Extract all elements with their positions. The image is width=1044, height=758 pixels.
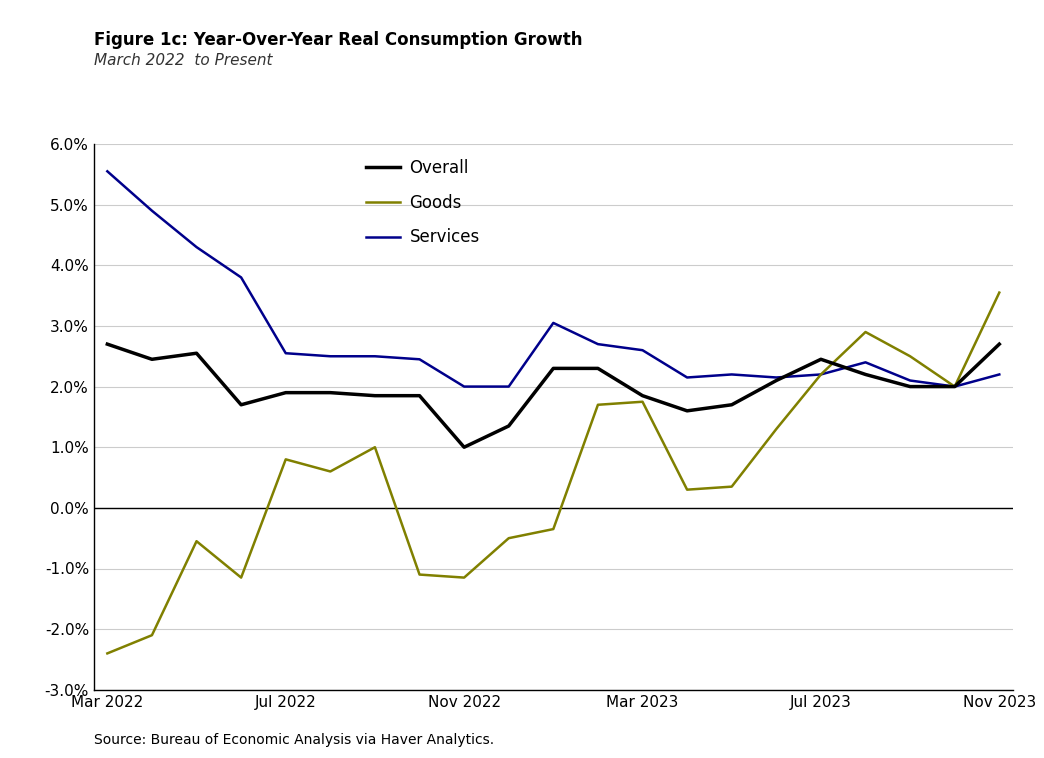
Line: Overall: Overall	[108, 344, 999, 447]
Overall	[235, 400, 247, 409]
Overall	[190, 349, 203, 358]
Goods	[993, 288, 1005, 297]
Services	[636, 346, 648, 355]
Services	[324, 352, 336, 361]
Goods	[280, 455, 292, 464]
Overall	[324, 388, 336, 397]
Legend: Overall, Goods, Services: Overall, Goods, Services	[359, 152, 487, 253]
Overall	[101, 340, 114, 349]
Line: Services: Services	[108, 171, 999, 387]
Line: Goods: Goods	[108, 293, 999, 653]
Services	[101, 167, 114, 176]
Goods	[324, 467, 336, 476]
Overall	[770, 376, 783, 385]
Overall	[814, 355, 827, 364]
Goods	[726, 482, 738, 491]
Services	[369, 352, 381, 361]
Overall	[502, 421, 515, 431]
Goods	[101, 649, 114, 658]
Goods	[636, 397, 648, 406]
Services	[592, 340, 604, 349]
Overall	[726, 400, 738, 409]
Goods	[904, 352, 917, 361]
Services	[770, 373, 783, 382]
Services	[726, 370, 738, 379]
Services	[948, 382, 960, 391]
Goods	[190, 537, 203, 546]
Overall	[413, 391, 426, 400]
Text: March 2022  to Present: March 2022 to Present	[94, 53, 272, 68]
Services	[859, 358, 872, 367]
Goods	[770, 424, 783, 434]
Goods	[235, 573, 247, 582]
Overall	[859, 370, 872, 379]
Text: Figure 1c: Year-Over-Year Real Consumption Growth: Figure 1c: Year-Over-Year Real Consumpti…	[94, 31, 583, 49]
Overall	[146, 355, 159, 364]
Goods	[592, 400, 604, 409]
Services	[547, 318, 560, 327]
Overall	[458, 443, 471, 452]
Services	[904, 376, 917, 385]
Services	[280, 349, 292, 358]
Services	[413, 355, 426, 364]
Services	[235, 273, 247, 282]
Overall	[993, 340, 1005, 349]
Goods	[413, 570, 426, 579]
Overall	[681, 406, 693, 415]
Overall	[369, 391, 381, 400]
Overall	[636, 391, 648, 400]
Services	[458, 382, 471, 391]
Overall	[547, 364, 560, 373]
Goods	[948, 382, 960, 391]
Goods	[502, 534, 515, 543]
Overall	[280, 388, 292, 397]
Goods	[369, 443, 381, 452]
Goods	[458, 573, 471, 582]
Services	[681, 373, 693, 382]
Overall	[592, 364, 604, 373]
Overall	[904, 382, 917, 391]
Services	[190, 243, 203, 252]
Goods	[681, 485, 693, 494]
Goods	[814, 370, 827, 379]
Overall	[948, 382, 960, 391]
Text: Source: Bureau of Economic Analysis via Haver Analytics.: Source: Bureau of Economic Analysis via …	[94, 733, 494, 747]
Goods	[146, 631, 159, 640]
Goods	[547, 525, 560, 534]
Services	[502, 382, 515, 391]
Services	[146, 206, 159, 215]
Goods	[859, 327, 872, 337]
Services	[993, 370, 1005, 379]
Services	[814, 370, 827, 379]
